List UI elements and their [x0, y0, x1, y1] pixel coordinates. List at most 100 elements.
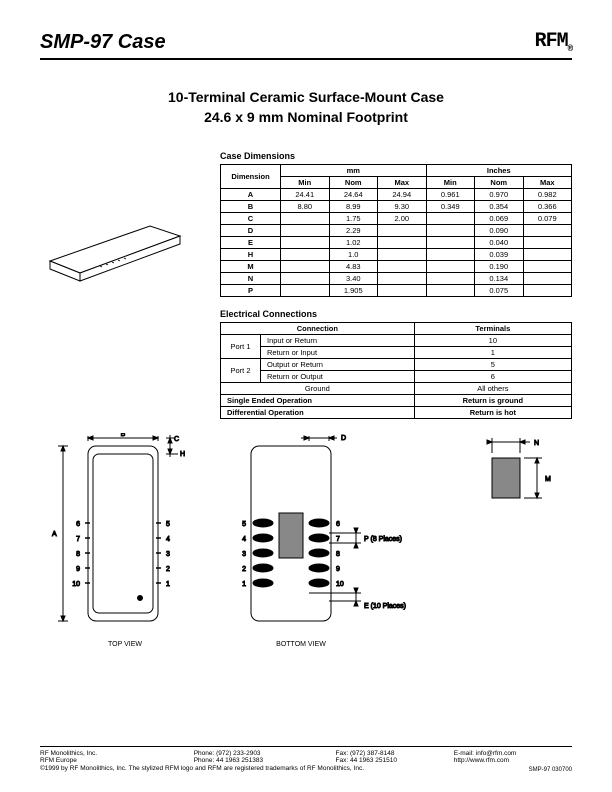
svg-text:10: 10 — [336, 581, 344, 588]
footer-cell: http://www.rfm.com — [454, 757, 572, 764]
svg-text:8: 8 — [76, 551, 80, 558]
case-dim-label: Case Dimensions — [220, 151, 572, 161]
svg-text:7: 7 — [76, 536, 80, 543]
dim-cell: 0.090 — [475, 225, 524, 237]
elec-label: Electrical Connections — [220, 309, 572, 319]
dim-cell — [378, 273, 427, 285]
dim-cell — [523, 249, 572, 261]
dim-row-label: D — [221, 225, 281, 237]
main-title-line1: 10-Terminal Ceramic Surface-Mount Case — [40, 88, 572, 108]
dim-cell — [378, 285, 427, 297]
sub-header: Max — [378, 177, 427, 189]
svg-text:D: D — [341, 435, 346, 442]
svg-text:8: 8 — [336, 551, 340, 558]
in-header: Inches — [426, 165, 572, 177]
sub-header: Min — [426, 177, 475, 189]
svg-text:5: 5 — [166, 521, 170, 528]
bottom-view-label: BOTTOM VIEW — [161, 641, 441, 648]
elec-cell: 10 — [414, 335, 571, 347]
dim-cell — [523, 273, 572, 285]
dim-cell — [523, 237, 572, 249]
svg-text:N: N — [534, 440, 539, 447]
mm-header: mm — [281, 165, 427, 177]
dim-cell: 24.41 — [281, 189, 330, 201]
dim-cell: 0.079 — [523, 213, 572, 225]
elec-cell: Return or Input — [261, 347, 415, 359]
dim-cell: 8.99 — [329, 201, 378, 213]
dim-cell: 0.982 — [523, 189, 572, 201]
page-tag: SMP-97 030700 — [529, 767, 572, 773]
svg-text:4: 4 — [166, 536, 170, 543]
dim-row-label: N — [221, 273, 281, 285]
seo-val: Return is ground — [414, 395, 571, 407]
footer-cell: Fax: (972) 387-8148 — [336, 750, 454, 757]
top-view: B C H — [40, 433, 210, 648]
dim-cell: 1.02 — [329, 237, 378, 249]
dim-cell: 8.80 — [281, 201, 330, 213]
dim-cell: 3.40 — [329, 273, 378, 285]
dim-cell: 1.0 — [329, 249, 378, 261]
dim-cell — [281, 285, 330, 297]
dim-cell: 0.039 — [475, 249, 524, 261]
dim-row-label: C — [221, 213, 281, 225]
dim-row-label: H — [221, 249, 281, 261]
dim-cell: 4.83 — [329, 261, 378, 273]
dim-cell: 0.190 — [475, 261, 524, 273]
svg-text:C: C — [174, 436, 179, 443]
footer-cell: Phone: (972) 233-2903 — [194, 750, 336, 757]
dim-cell — [523, 261, 572, 273]
ground-terms: All others — [414, 383, 571, 395]
svg-text:2: 2 — [166, 566, 170, 573]
rfm-logo: RFM® — [535, 30, 572, 54]
svg-text:9: 9 — [336, 566, 340, 573]
elec-cell: Return or Output — [261, 371, 415, 383]
conn-header: Connection — [221, 323, 415, 335]
footer-cell: RFM Europe — [40, 757, 194, 764]
dim-cell — [378, 261, 427, 273]
header-title: SMP-97 Case — [40, 31, 166, 54]
dop-val: Return is hot — [414, 407, 571, 419]
dim-cell: 0.366 — [523, 201, 572, 213]
svg-text:E (10 Places): E (10 Places) — [364, 603, 406, 610]
dim-cell — [378, 237, 427, 249]
dim-cell — [426, 273, 475, 285]
dim-row-label: A — [221, 189, 281, 201]
svg-text:6: 6 — [76, 521, 80, 528]
dim-cell — [378, 249, 427, 261]
dim-row-label: P — [221, 285, 281, 297]
dim-cell — [426, 225, 475, 237]
dim-cell — [281, 225, 330, 237]
dim-cell: 24.64 — [329, 189, 378, 201]
svg-text:2: 2 — [242, 566, 246, 573]
dim-cell: 0.134 — [475, 273, 524, 285]
dim-cell — [281, 237, 330, 249]
footer-copyright: ©1999 by RF Monolithics, Inc. The styliz… — [40, 765, 572, 772]
svg-text:9: 9 — [76, 566, 80, 573]
dim-cell: 2.00 — [378, 213, 427, 225]
nm-detail: N M — [472, 433, 572, 533]
dim-cell — [426, 237, 475, 249]
port2-label: Port 2 — [221, 359, 261, 383]
sub-header: Min — [281, 177, 330, 189]
case-dimensions-table: Dimension mm Inches MinNomMaxMinNomMax A… — [220, 164, 572, 297]
footer: RF Monolithics, Inc. Phone: (972) 233-29… — [40, 746, 572, 772]
svg-text:1: 1 — [166, 581, 170, 588]
seo-label: Single Ended Operation — [221, 395, 415, 407]
dim-cell — [426, 249, 475, 261]
dim-cell — [523, 225, 572, 237]
dim-cell — [426, 261, 475, 273]
dim-cell — [281, 213, 330, 225]
svg-text:B: B — [121, 433, 126, 438]
dim-cell: 0.970 — [475, 189, 524, 201]
svg-text:5: 5 — [242, 521, 246, 528]
footer-cell: RF Monolithics, Inc. — [40, 750, 194, 757]
dim-cell — [281, 261, 330, 273]
svg-text:3: 3 — [166, 551, 170, 558]
dim-row-label: B — [221, 201, 281, 213]
dim-cell — [426, 213, 475, 225]
port1-label: Port 1 — [221, 335, 261, 359]
svg-text:A: A — [52, 531, 57, 538]
dim-cell: 0.349 — [426, 201, 475, 213]
dim-cell — [426, 285, 475, 297]
diagrams: B C H — [40, 433, 572, 658]
